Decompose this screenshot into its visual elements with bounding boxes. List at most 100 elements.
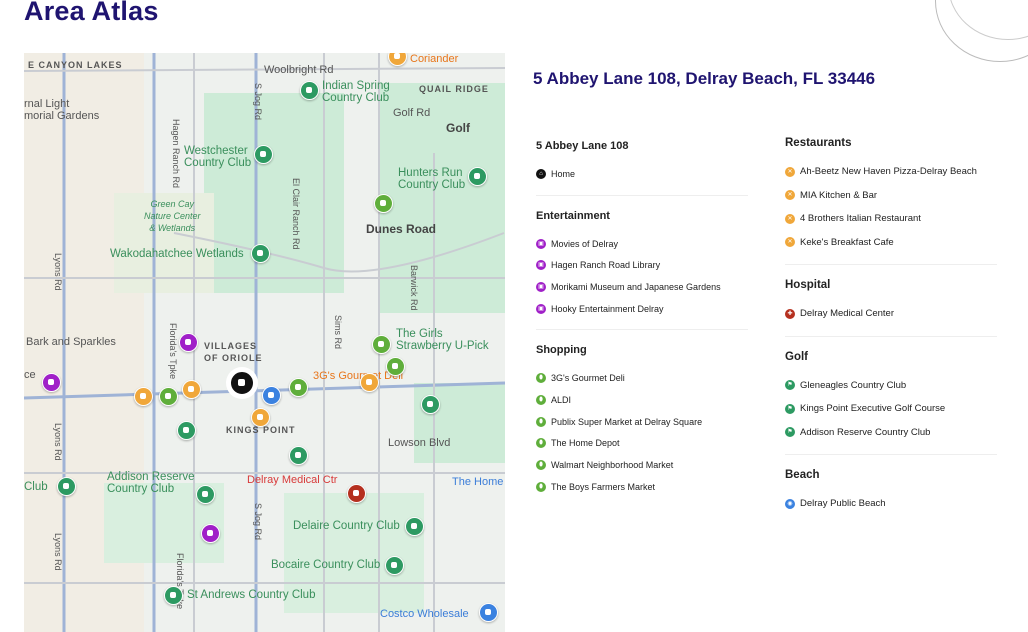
- golf-glyph: [306, 87, 312, 93]
- shopping-map-pin-icon[interactable]: [159, 387, 178, 406]
- poi-item[interactable]: ✚ Delray Medical Center: [785, 302, 997, 326]
- poi-item[interactable]: ⬮ 3G's Gourmet Deli: [536, 367, 748, 389]
- map-label: The Girls Strawberry U-Pick: [396, 328, 489, 352]
- golf-map-pin-icon[interactable]: [289, 446, 308, 465]
- poi-name: Ah-Beetz New Haven Pizza-Delray Beach: [800, 166, 977, 178]
- hospital-icon: ✚: [785, 308, 795, 319]
- shopping-map-pin-icon[interactable]: [372, 335, 391, 354]
- poi-name: Hagen Ranch Road Library: [551, 260, 661, 271]
- poi-section: Entertainment ▣ Movies of Delray ▣ Hagen Ran…: [536, 210, 748, 320]
- map-label: KINGS POINT: [226, 425, 296, 435]
- poi-item[interactable]: ⌂ Home: [536, 163, 748, 185]
- poi-item[interactable]: ▣ Hagen Ranch Road Library: [536, 254, 748, 276]
- poi-section: Hospital ✚ Delray Medical Center: [785, 279, 997, 326]
- restaurants-glyph: [188, 386, 194, 392]
- poi-item[interactable]: ⬮ The Boys Farmers Market: [536, 476, 748, 498]
- golf-map-pin-icon[interactable]: [405, 517, 424, 536]
- golf-glyph: [183, 427, 189, 433]
- poi-name: Hooky Entertainment Delray: [551, 303, 664, 314]
- golf-map-pin-icon[interactable]: [164, 586, 183, 605]
- poi-item[interactable]: ⬮ Walmart Neighborhood Market: [536, 454, 748, 476]
- entertainment-map-pin-icon[interactable]: [42, 373, 61, 392]
- poi-list-right: Restaurants ✕ Ah-Beetz New Haven Pizza-Del…: [785, 137, 997, 516]
- shopping-map-pin-icon[interactable]: [386, 357, 405, 376]
- map-label: Lyons Rd: [53, 253, 63, 291]
- poi-name: ALDI: [551, 394, 572, 405]
- map-label: VILLAGES OF ORIOLE: [204, 341, 263, 363]
- map-label: El Clair Ranch Rd: [291, 178, 301, 250]
- map-label: The Home: [452, 476, 504, 488]
- golf-map-pin-icon[interactable]: [196, 485, 215, 504]
- beach-map-pin-icon[interactable]: [479, 603, 498, 622]
- golf-glyph: [474, 173, 480, 179]
- entertainment-map-pin-icon[interactable]: [179, 333, 198, 352]
- home-map-pin-icon[interactable]: [230, 371, 254, 395]
- restaurants-icon: ✕: [785, 213, 795, 224]
- poi-item[interactable]: ✕ Keke's Breakfast Cafe: [785, 231, 997, 255]
- map-label: rnal Light morial Gardens: [24, 98, 100, 122]
- poi-item[interactable]: ✕ Ah-Beetz New Haven Pizza-Delray Beach: [785, 160, 997, 184]
- poi-item[interactable]: ⚑ Kings Point Executive Golf Course: [785, 397, 997, 421]
- golf-map-pin-icon[interactable]: [177, 421, 196, 440]
- hospital-map-pin-icon[interactable]: [347, 484, 366, 503]
- restaurants-map-pin-icon[interactable]: [134, 387, 153, 406]
- shopping-icon: ⬮: [536, 460, 546, 471]
- section-title: Restaurants: [785, 137, 852, 149]
- restaurants-map-pin-icon[interactable]: [182, 380, 201, 399]
- poi-name: Movies of Delray: [551, 238, 619, 249]
- poi-item[interactable]: ▣ Movies of Delray: [536, 233, 748, 255]
- golf-icon: ⚑: [785, 380, 795, 391]
- entertainment-icon: ▣: [536, 303, 546, 314]
- poi-item[interactable]: ⬮ The Home Depot: [536, 433, 748, 455]
- section-title: Hospital: [785, 279, 831, 291]
- restaurants-glyph: [257, 414, 263, 420]
- shopping-icon: ⬮: [536, 373, 546, 384]
- map-label: ce: [24, 369, 36, 381]
- shopping-icon: ⬮: [536, 416, 546, 427]
- entertainment-map-pin-icon[interactable]: [201, 524, 220, 543]
- map-label: Golf Rd: [393, 107, 431, 119]
- golf-map-pin-icon[interactable]: [468, 167, 487, 186]
- poi-item[interactable]: ⬮ Publix Super Market at Delray Square: [536, 411, 748, 433]
- map-label: Lyons Rd: [53, 533, 63, 571]
- shopping-map-pin-icon[interactable]: [374, 194, 393, 213]
- poi-item[interactable]: ▣ Morikami Museum and Japanese Gardens: [536, 276, 748, 298]
- poi-item[interactable]: ✕ 4 Brothers Italian Restaurant: [785, 207, 997, 231]
- property-address: 5 Abbey Lane 108, Delray Beach, FL 33446: [533, 69, 876, 88]
- section-title: Beach: [785, 469, 820, 481]
- shopping-map-pin-icon[interactable]: [289, 378, 308, 397]
- map-label: Lowson Blvd: [388, 437, 451, 449]
- map-label: QUAIL RIDGE: [419, 84, 489, 94]
- restaurants-map-pin-icon[interactable]: [388, 53, 407, 66]
- restaurants-map-pin-icon[interactable]: [251, 408, 270, 427]
- poi-item[interactable]: ⬮ ALDI: [536, 389, 748, 411]
- golf-map-pin-icon[interactable]: [57, 477, 76, 496]
- golf-map-pin-icon[interactable]: [254, 145, 273, 164]
- poi-item[interactable]: ▣ Hooky Entertainment Delray: [536, 298, 748, 320]
- entertainment-icon: ▣: [536, 260, 546, 271]
- golf-map-pin-icon[interactable]: [300, 81, 319, 100]
- poi-section: Golf ⚑ Gleneagles Country Club ⚑ Kings Point…: [785, 351, 997, 445]
- golf-glyph: [411, 523, 417, 529]
- home-glyph: [238, 379, 245, 386]
- golf-map-pin-icon[interactable]: [251, 244, 270, 263]
- poi-item[interactable]: ⚑ Addison Reserve Country Club: [785, 421, 997, 445]
- poi-name: Home: [551, 168, 576, 179]
- poi-item[interactable]: ◉ Delray Public Beach: [785, 492, 997, 516]
- restaurants-map-pin-icon[interactable]: [360, 373, 379, 392]
- golf-glyph: [427, 401, 433, 407]
- map-label: Bocaire Country Club: [271, 559, 381, 571]
- entertainment-glyph: [185, 339, 191, 345]
- golf-map-pin-icon[interactable]: [421, 395, 440, 414]
- poi-name: Delray Medical Center: [800, 308, 894, 320]
- poi-item[interactable]: ⚑ Gleneagles Country Club: [785, 374, 997, 398]
- beach-map-pin-icon[interactable]: [262, 386, 281, 405]
- map-label: Hunters Run Country Club: [398, 167, 466, 191]
- restaurants-glyph: [140, 393, 146, 399]
- golf-map-pin-icon[interactable]: [385, 556, 404, 575]
- poi-section: Restaurants ✕ Ah-Beetz New Haven Pizza-Del…: [785, 137, 997, 254]
- poi-item[interactable]: ✕ MIA Kitchen & Bar: [785, 184, 997, 208]
- area-map[interactable]: E CANYON LAKES Woolbright Rd Indian Spring…: [24, 53, 505, 632]
- map-label: St Andrews Country Club: [187, 589, 316, 601]
- golf-icon: ⚑: [785, 427, 795, 438]
